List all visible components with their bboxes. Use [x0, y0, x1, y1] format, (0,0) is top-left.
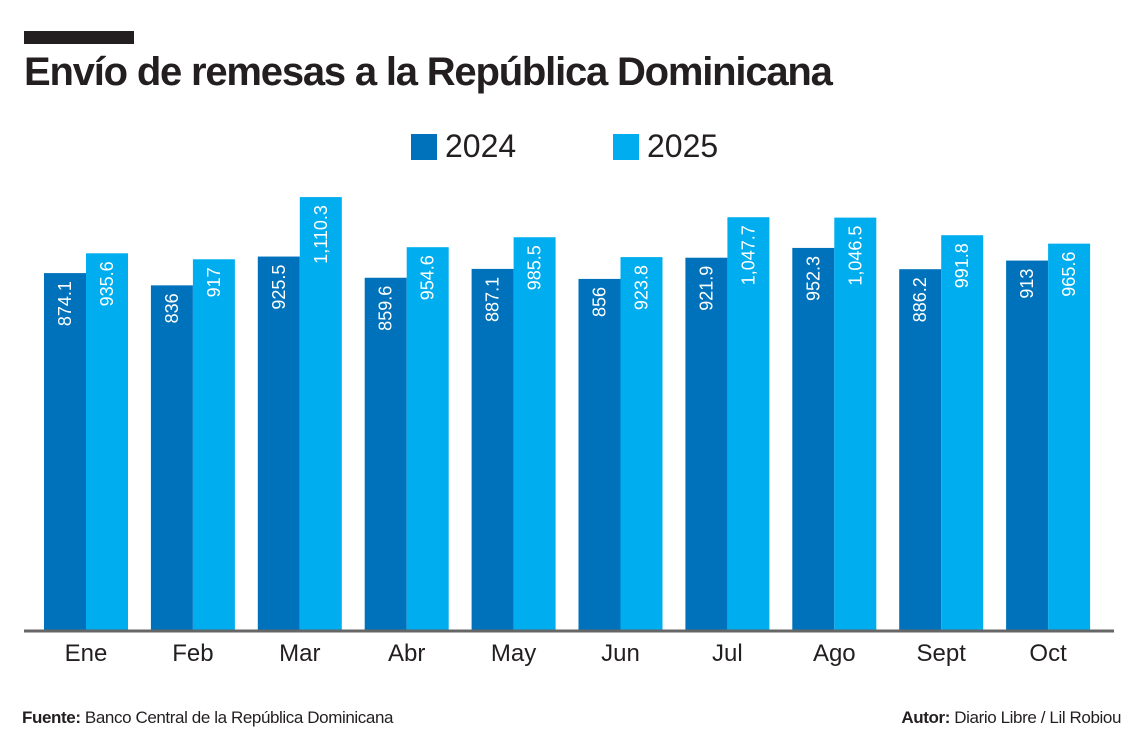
data-label-2025-Ago: 1,046.5 [845, 226, 865, 286]
bar-2025-Jul [727, 217, 770, 630]
data-label-2024-Ene: 874.1 [55, 281, 75, 326]
data-label-2024-Abr: 859.6 [376, 286, 396, 331]
data-label-2024-May: 887.1 [483, 277, 503, 322]
bar-2024-Feb [150, 285, 193, 630]
bar-2025-Ago [834, 217, 877, 631]
legend-swatch-2024 [411, 133, 437, 160]
data-label-2025-Jun: 923.8 [632, 265, 652, 310]
legend-label-2024: 2024 [445, 128, 517, 164]
data-label-2025-Oct: 965.6 [1059, 252, 1079, 297]
chart-title: Envío de remesas a la República Dominica… [24, 50, 833, 94]
bar-2024-Ene [44, 273, 86, 630]
bar-2024-Ago [792, 247, 835, 630]
legend-item-2024: 2024 [411, 128, 516, 165]
source-note: Fuente: Banco Central de la República Do… [22, 708, 393, 728]
x-tick-label-Mar: Mar [279, 640, 320, 667]
x-tick-label-Oct: Oct [1029, 640, 1067, 667]
bar-2025-Oct [1048, 243, 1091, 631]
bar-2024-May [471, 268, 514, 630]
data-label-2025-Sept: 991.8 [952, 243, 972, 288]
data-label-2025-Abr: 954.6 [418, 255, 438, 300]
bar-2025-May [513, 237, 556, 630]
bar-2024-Abr [364, 277, 407, 630]
author-label: Autor: [901, 708, 950, 727]
data-label-2024-Jul: 921.9 [696, 266, 716, 311]
legend-swatch-2025 [613, 133, 639, 160]
x-tick-label-Feb: Feb [172, 640, 213, 667]
data-label-2024-Sept: 886.2 [910, 277, 930, 322]
title-accent-bar [24, 31, 134, 44]
bar-2025-Mar [299, 197, 342, 630]
x-tick-label-Jul: Jul [712, 640, 743, 667]
data-label-2024-Feb: 836 [162, 293, 182, 323]
author-note: Autor: Diario Libre / Lil Robiou [901, 708, 1121, 728]
data-label-2025-May: 985.5 [525, 245, 545, 290]
bar-2024-Jun [578, 278, 621, 630]
author-text: Diario Libre / Lil Robiou [954, 708, 1121, 727]
bar-2025-Jun [620, 257, 663, 630]
source-label: Fuente: [22, 708, 81, 727]
x-tick-label-Sept: Sept [917, 640, 967, 667]
bar-2025-Ene [86, 253, 128, 631]
legend-label-2025: 2025 [647, 128, 719, 164]
data-label-2025-Feb: 917 [204, 267, 224, 297]
data-label-2025-Ene: 935.6 [97, 261, 117, 306]
bar-2024-Jul [685, 257, 728, 630]
bar-2025-Feb [192, 259, 235, 630]
x-tick-label-Abr: Abr [388, 640, 425, 667]
data-label-2025-Mar: 1,110.3 [311, 205, 331, 264]
bar-2025-Abr [406, 247, 449, 631]
data-label-2025-Jul: 1,047.7 [738, 225, 758, 285]
bar-2024-Mar [257, 256, 300, 630]
data-label-2024-Oct: 913 [1017, 269, 1037, 299]
data-label-2024-Mar: 925.5 [269, 265, 289, 310]
bar-2025-Sept [941, 235, 984, 630]
bar-2024-Oct [1006, 260, 1049, 630]
x-tick-label-May: May [491, 640, 536, 667]
bar-2024-Sept [899, 269, 942, 630]
legend-item-2025: 2025 [613, 128, 718, 165]
x-tick-label-Jun: Jun [601, 640, 640, 667]
source-text: Banco Central de la República Dominicana [84, 708, 394, 727]
x-tick-label-Ene: Ene [65, 640, 108, 667]
x-tick-label-Ago: Ago [813, 640, 856, 667]
data-label-2024-Jun: 856 [590, 287, 610, 317]
data-label-2024-Ago: 952.3 [803, 256, 823, 301]
